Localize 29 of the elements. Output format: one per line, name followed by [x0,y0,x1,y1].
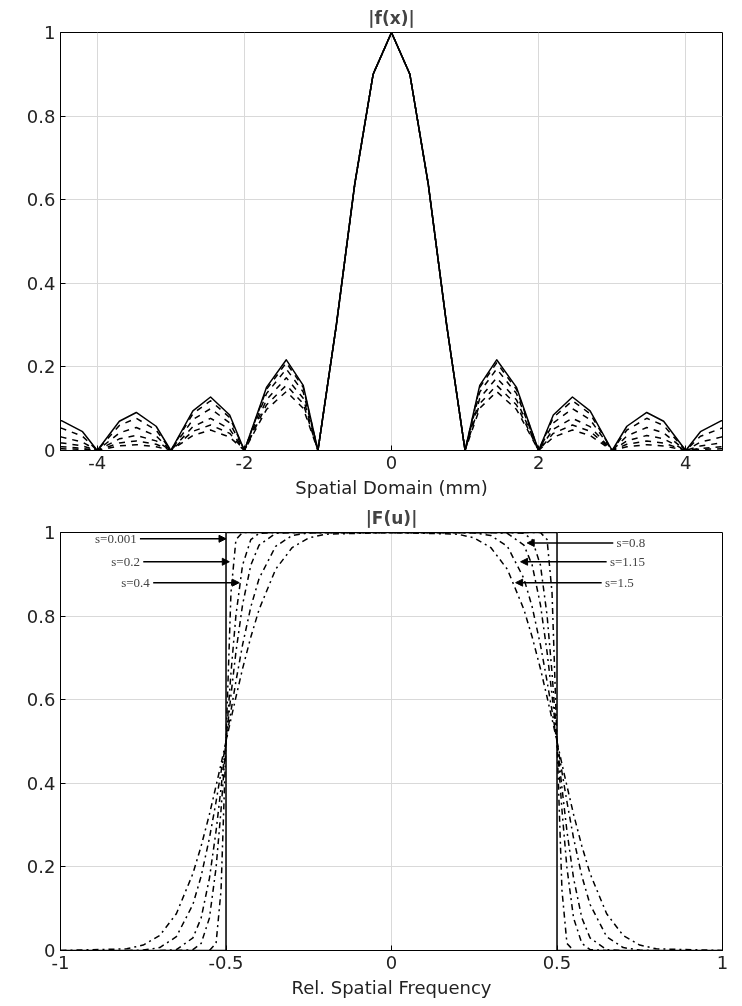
chart-title: |F(u)| [365,507,418,528]
chart-title: |f(x)| [368,7,415,28]
x-tick-label: 0.5 [542,951,572,973]
y-tick-label: 0.2 [26,356,56,378]
y-tick-label: 0.6 [26,189,56,211]
x-tick-label: -2 [235,451,254,473]
x-tick-label: 2 [532,451,545,473]
y-tick-label: 1 [44,22,56,43]
x-tick-label: 4 [680,451,692,473]
y-tick-label: 0.4 [26,272,56,294]
x-tick-label: 0 [385,451,398,473]
x-tick-label: -0.5 [208,951,244,973]
annotation: s=0.8 [616,535,646,551]
x-tick-label: 0 [385,951,398,973]
y-tick-label: 1 [44,522,56,543]
annotation: s=0.001 [94,531,137,547]
x-tick-label: 1 [716,951,729,973]
annotation: s=1.15 [609,554,646,570]
y-tick-label: 0.8 [26,105,56,127]
y-tick-label: 0.6 [26,689,56,711]
x-axis-title: Spatial Domain (mm) [295,476,488,498]
annotation: s=0.4 [121,575,151,591]
annotation: s=0.2 [111,554,140,570]
x-axis-title: Rel. Spatial Frequency [291,976,492,998]
x-tick-label: -4 [88,451,107,473]
y-tick-label: 0.2 [26,856,56,878]
y-tick-label: 0.4 [26,772,56,794]
annotation: s=1.5 [604,575,634,591]
y-tick-label: 0.8 [26,605,56,627]
